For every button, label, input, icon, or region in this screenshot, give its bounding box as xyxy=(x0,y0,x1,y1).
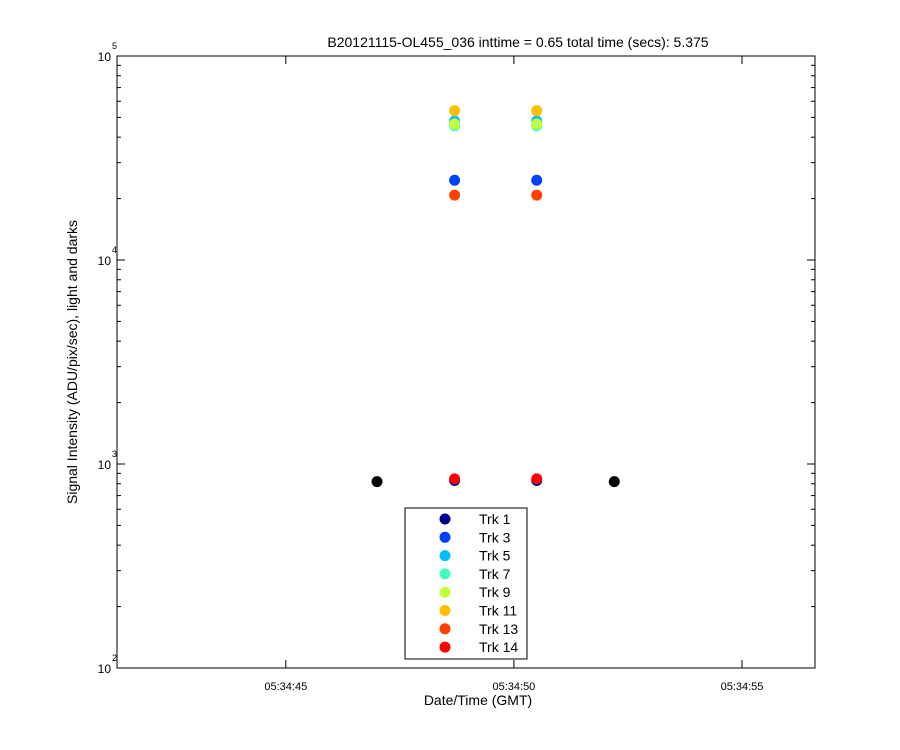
series-point xyxy=(449,174,461,186)
legend-label: Trk 7 xyxy=(479,566,511,582)
series-point xyxy=(449,189,461,201)
legend-label: Trk 9 xyxy=(479,584,511,600)
series-point xyxy=(531,105,543,117)
data-points xyxy=(371,105,620,488)
legend-marker xyxy=(439,550,451,562)
legend-label: Trk 1 xyxy=(479,511,511,527)
legend-label: Trk 3 xyxy=(479,529,511,545)
y-tick-exponent: 2 xyxy=(112,653,117,663)
series-point xyxy=(531,118,543,130)
y-tick-exponent: 3 xyxy=(112,449,117,459)
y-tick-label: 10 xyxy=(98,458,112,472)
dark-point xyxy=(608,476,620,488)
y-tick-exponent: 5 xyxy=(112,41,117,51)
y-tick-label: 10 xyxy=(98,254,112,268)
y-tick-label: 10 xyxy=(98,50,112,64)
series-point xyxy=(531,473,543,485)
legend-label: Trk 13 xyxy=(479,621,518,637)
legend-marker xyxy=(439,513,451,525)
legend-label: Trk 14 xyxy=(479,639,518,655)
legend-marker xyxy=(439,586,451,598)
legend: Trk 1 Trk 3 Trk 5 Trk 7 Trk 9 Trk 11 Trk 13 Trk… xyxy=(404,507,528,660)
legend-marker xyxy=(439,605,451,616)
series-point xyxy=(449,118,461,130)
x-axis-ticks: 05:34:45 05:34:50 05:34:55 xyxy=(264,56,763,693)
chart-title: B20121115-OL455_036 inttime = 0.65 total… xyxy=(327,34,708,50)
y-minor-ticks xyxy=(117,64,815,608)
y-tick-label: 10 xyxy=(98,662,112,676)
series-point xyxy=(449,105,461,117)
legend-marker xyxy=(439,531,451,543)
legend-marker xyxy=(439,623,451,635)
x-axis-label: Date/Time (GMT) xyxy=(424,692,532,708)
legend-label: Trk 5 xyxy=(479,548,511,564)
legend-marker xyxy=(439,641,451,653)
x-tick-label: 05:34:50 xyxy=(492,681,535,693)
series-point xyxy=(449,473,461,485)
y-axis-label: Signal Intensity (ADU/pix/sec), light an… xyxy=(64,220,80,504)
x-tick-label: 05:34:55 xyxy=(721,681,764,693)
legend-marker xyxy=(439,568,451,580)
legend-box xyxy=(404,507,528,660)
x-tick-label: 05:34:45 xyxy=(264,681,307,693)
legend-label: Trk 11 xyxy=(479,603,517,619)
series-point xyxy=(531,189,543,201)
y-tick-exponent: 4 xyxy=(112,245,117,255)
series-point xyxy=(531,174,543,186)
dark-point xyxy=(371,476,383,488)
